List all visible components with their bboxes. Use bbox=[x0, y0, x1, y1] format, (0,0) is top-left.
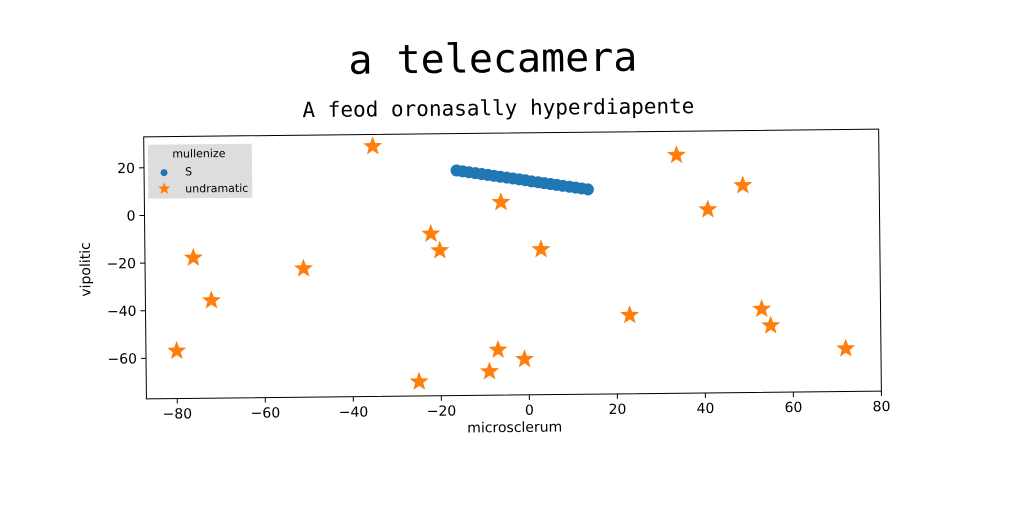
point-undramatic bbox=[430, 240, 450, 259]
plot-frame bbox=[143, 128, 882, 400]
x-axis: −80 −60 −40 −20 0 20 40 60 80 bbox=[163, 391, 891, 423]
chart-title: a telecamera bbox=[348, 35, 637, 84]
point-undramatic bbox=[293, 258, 314, 277]
point-undramatic bbox=[761, 315, 781, 334]
y-axis-label: vipolitic bbox=[78, 242, 95, 297]
legend-box bbox=[147, 143, 253, 199]
legend-label-undramatic: undramatic bbox=[185, 182, 248, 196]
x-axis-label: microsclerum bbox=[467, 419, 562, 436]
point-undramatic bbox=[479, 361, 499, 380]
point-undramatic bbox=[409, 371, 429, 390]
y-tick-label: 20 bbox=[117, 161, 135, 177]
point-undramatic bbox=[752, 298, 772, 318]
point-undramatic bbox=[488, 339, 508, 359]
legend: mullenize S undramatic bbox=[147, 143, 253, 199]
legend-marker-s bbox=[160, 169, 168, 177]
x-tick-label: −60 bbox=[251, 405, 281, 421]
x-tick-label: 60 bbox=[785, 400, 803, 416]
point-undramatic bbox=[836, 338, 856, 357]
legend-label-s: S bbox=[185, 165, 192, 178]
point-undramatic bbox=[201, 290, 221, 309]
point-undramatic bbox=[183, 247, 203, 266]
point-undramatic bbox=[491, 192, 511, 211]
plot-area bbox=[167, 136, 856, 390]
point-s bbox=[581, 183, 594, 196]
y-axis: 20 0 −20 −40 −60 bbox=[106, 161, 147, 368]
x-tick-label: −80 bbox=[163, 406, 193, 422]
y-tick-label: −60 bbox=[107, 351, 137, 367]
x-tick-label: 0 bbox=[525, 403, 534, 419]
point-undramatic bbox=[363, 136, 383, 155]
y-tick-label: −20 bbox=[106, 256, 136, 272]
x-tick-label: 80 bbox=[873, 399, 891, 415]
point-undramatic bbox=[620, 305, 640, 324]
legend-marker-undramatic bbox=[158, 182, 171, 194]
y-tick-label: 0 bbox=[127, 209, 136, 225]
chart-subtitle: A feod oronasally hyperdiapente bbox=[302, 94, 694, 122]
point-undramatic bbox=[167, 340, 187, 360]
x-tick-label: 20 bbox=[609, 402, 627, 418]
point-undramatic bbox=[515, 349, 535, 368]
x-tick-label: −40 bbox=[339, 405, 369, 421]
point-undramatic bbox=[666, 145, 686, 164]
legend-title: mullenize bbox=[172, 147, 226, 161]
point-undramatic bbox=[733, 175, 753, 194]
x-tick-label: −20 bbox=[427, 404, 457, 420]
point-undramatic bbox=[531, 239, 551, 258]
x-tick-label: 40 bbox=[697, 401, 715, 417]
point-undramatic bbox=[698, 199, 718, 218]
y-tick-label: −40 bbox=[107, 304, 137, 320]
point-undramatic bbox=[421, 223, 441, 243]
